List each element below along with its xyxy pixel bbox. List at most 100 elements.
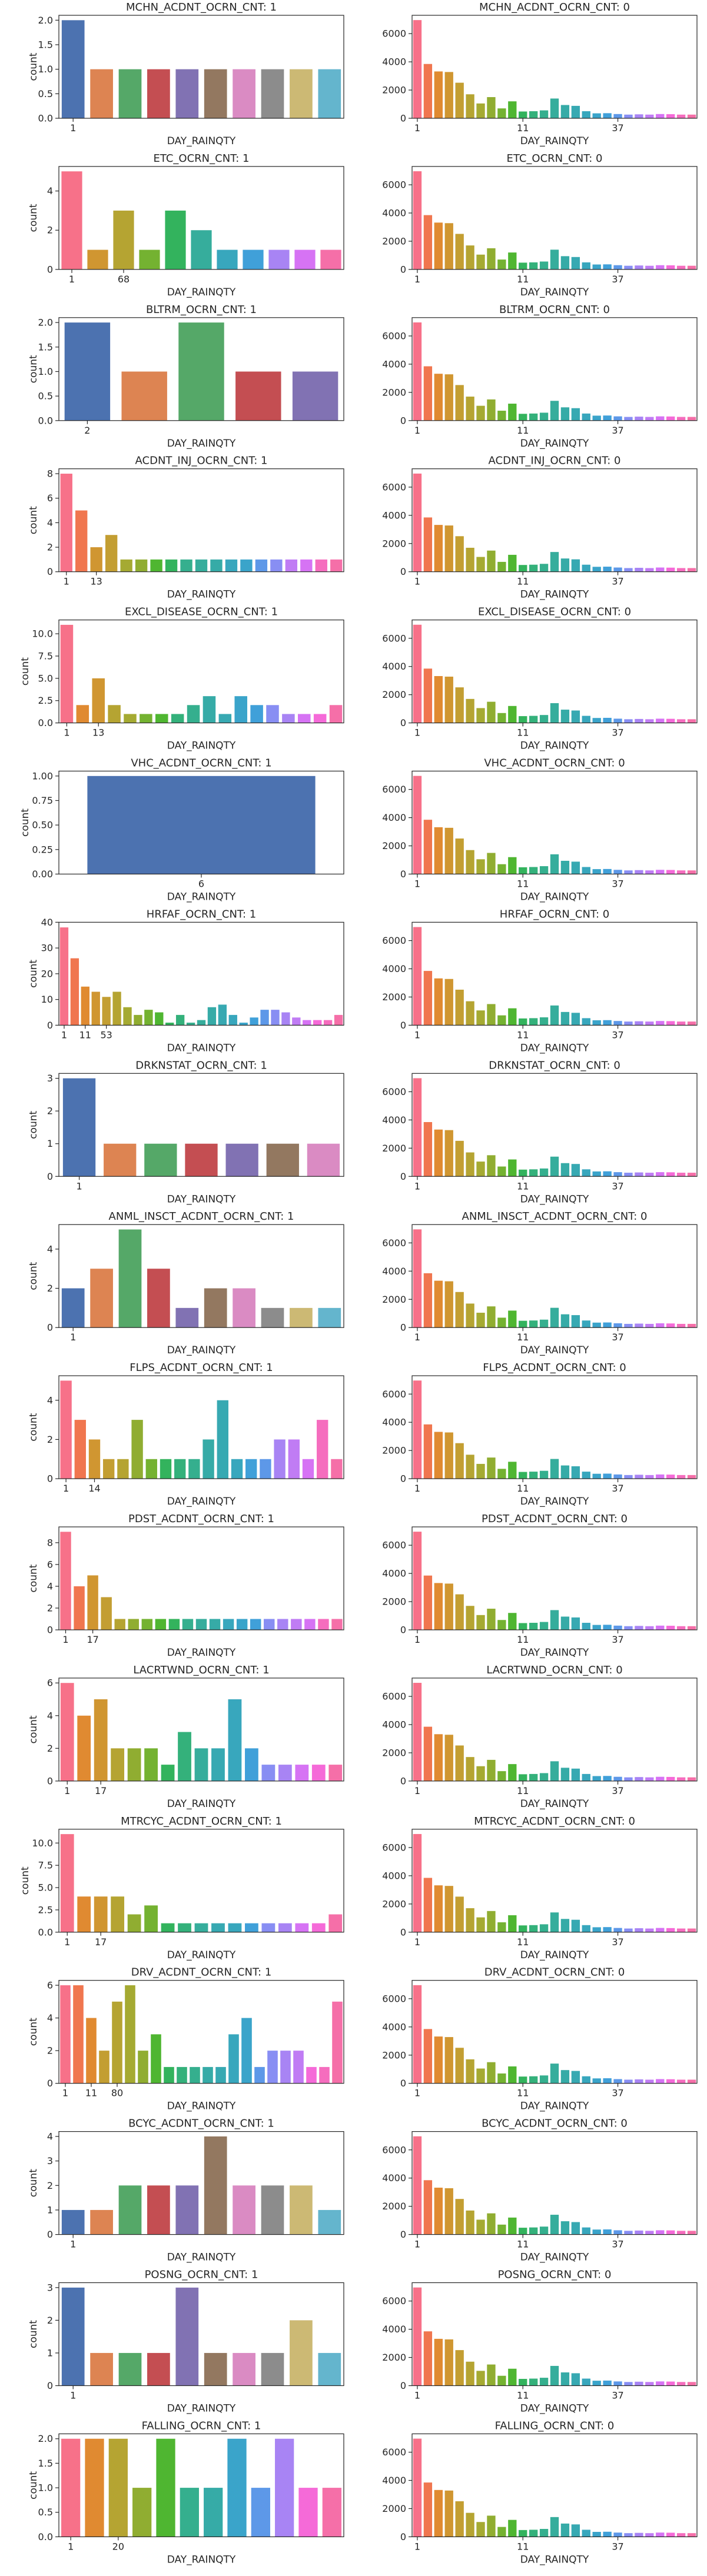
bar	[676, 114, 686, 118]
bar	[113, 210, 134, 269]
bar	[60, 1834, 74, 1932]
subplot-title: ACDNT_INJ_OCRN_CNT: 0	[489, 455, 621, 467]
bar	[613, 1172, 622, 1177]
subplot-title: DRV_ACDNT_OCRN_CNT: 1	[131, 1966, 272, 1979]
y-tick-label: 6000	[382, 2144, 406, 2155]
y-tick-label: 0.00	[32, 868, 53, 880]
bar	[455, 1140, 464, 1177]
bar	[60, 624, 74, 723]
y-tick-label: 2000	[382, 2201, 406, 2212]
bar	[329, 705, 343, 723]
y-tick-label: 2000	[382, 1747, 406, 1758]
bar	[455, 1292, 464, 1328]
bar	[497, 2527, 506, 2537]
x-tick-label: 37	[612, 274, 623, 285]
bar	[233, 69, 255, 118]
bar	[519, 2228, 527, 2235]
bar	[603, 2078, 612, 2084]
bar	[476, 1010, 485, 1026]
x-tick-label: 1	[63, 1483, 69, 1494]
bar	[645, 870, 654, 874]
bar	[582, 1472, 590, 1479]
bar	[118, 69, 142, 118]
subplot-title: ACDNT_INJ_OCRN_CNT: 1	[135, 455, 268, 467]
bar	[666, 2079, 675, 2084]
plot-frame	[58, 15, 344, 119]
bar	[550, 2064, 559, 2084]
y-tick-label: 6000	[382, 1540, 406, 1551]
bar	[560, 1465, 570, 1479]
bar	[251, 2488, 270, 2537]
y-tick-label: 6000	[382, 28, 406, 39]
bar	[423, 1726, 433, 1781]
bar	[539, 2226, 549, 2235]
bar	[645, 719, 654, 723]
bar	[165, 559, 178, 572]
x-tick-label: 1	[414, 1332, 420, 1343]
y-tick-label: 2000	[382, 2503, 406, 2514]
bar	[519, 1925, 527, 1932]
bar	[656, 1021, 665, 1026]
bar	[497, 2375, 506, 2386]
bar	[613, 1776, 622, 1781]
bar	[328, 1765, 343, 1781]
bar	[592, 2229, 601, 2235]
bar	[423, 366, 433, 421]
y-axis-label: count	[28, 960, 39, 988]
bar	[434, 222, 443, 269]
bar	[177, 2066, 187, 2084]
x-tick-label: 2	[84, 425, 90, 436]
bar	[434, 2490, 443, 2537]
bar	[666, 567, 675, 572]
y-tick-label: 0	[400, 1020, 406, 1031]
y-axis-label: count	[19, 1866, 31, 1895]
bar	[423, 1878, 433, 1932]
bar	[302, 1459, 314, 1479]
bar	[434, 1280, 443, 1328]
bar	[487, 1155, 496, 1177]
bar	[645, 2231, 654, 2235]
y-tick-label: 2000	[382, 2352, 406, 2363]
bar	[92, 678, 105, 723]
bar	[434, 71, 443, 118]
bar	[194, 1748, 208, 1781]
bar	[508, 1310, 517, 1328]
x-tick-label: 11	[517, 1936, 529, 1948]
bar	[539, 564, 549, 572]
y-tick-label: 0.0	[38, 717, 53, 728]
bar	[687, 568, 696, 572]
y-tick-label: 2	[47, 1434, 53, 1445]
y-axis-label: count	[19, 808, 31, 837]
bar	[434, 978, 443, 1026]
bar	[444, 2188, 453, 2235]
bar	[264, 1619, 275, 1630]
bar	[519, 1320, 527, 1328]
bar	[145, 1459, 157, 1479]
y-tick-label: 4	[47, 185, 53, 197]
bar	[455, 1594, 464, 1630]
bar	[423, 971, 433, 1026]
bar	[550, 1610, 559, 1630]
bar	[487, 2515, 496, 2537]
x-tick-label: 11	[517, 2390, 529, 2401]
bar	[529, 1472, 538, 1479]
bar	[645, 1777, 654, 1781]
bar	[560, 1163, 570, 1177]
bar	[444, 2037, 453, 2084]
y-tick-label: 30	[41, 943, 53, 954]
bar	[260, 1010, 269, 1026]
plot-frame	[411, 619, 698, 724]
bar	[476, 405, 485, 421]
y-tick-label: 2000	[382, 1445, 406, 1456]
x-tick-label: 1	[414, 274, 420, 285]
bar	[613, 2532, 622, 2537]
bar	[328, 1914, 343, 1932]
plot-frame	[58, 619, 344, 724]
bar	[603, 415, 612, 421]
bar	[539, 1319, 549, 1328]
x-tick-label: 37	[612, 727, 623, 738]
bar	[571, 1617, 580, 1630]
x-axis-label: DAY_RAINQTY	[520, 1496, 589, 1507]
bar	[476, 1766, 485, 1781]
